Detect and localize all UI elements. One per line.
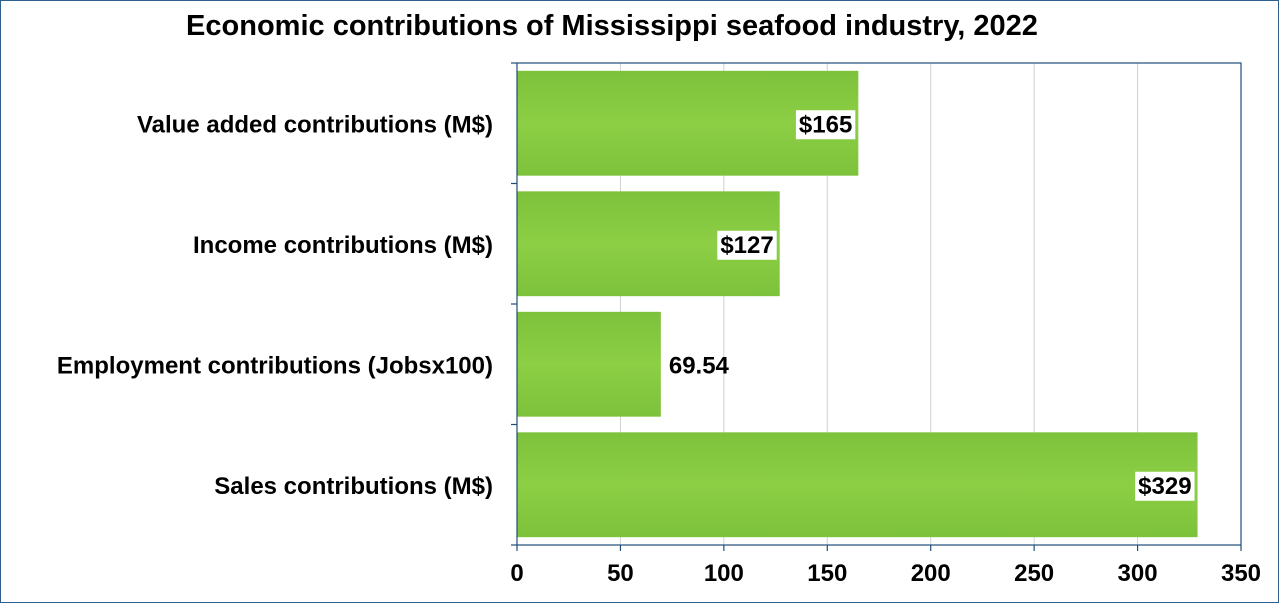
x-tick-label: 300 bbox=[1118, 560, 1158, 587]
x-tick-label: 0 bbox=[510, 560, 523, 587]
data-label-background bbox=[717, 230, 777, 260]
data-label-background bbox=[795, 110, 856, 140]
category-label: Value added contributions (M$) bbox=[137, 111, 493, 138]
bar bbox=[517, 432, 1198, 538]
data-label: $329 bbox=[1138, 473, 1191, 500]
x-tick-label: 50 bbox=[607, 560, 634, 587]
x-tick-label: 150 bbox=[807, 560, 847, 587]
x-tick-label: 250 bbox=[1014, 560, 1054, 587]
chart-title: Economic contributions of Mississippi se… bbox=[186, 10, 1038, 42]
category-label: Income contributions (M$) bbox=[193, 232, 493, 259]
data-label: $165 bbox=[799, 111, 852, 138]
x-tick-label: 350 bbox=[1221, 560, 1261, 587]
labels: 0 50 100 150 200 250 300 350 Value added contrib… bbox=[57, 110, 1261, 587]
axes bbox=[511, 62, 1242, 551]
x-tick-label: 100 bbox=[704, 560, 744, 587]
x-tick-label: 200 bbox=[911, 560, 951, 587]
category-label: Employment contributions (Jobsx100) bbox=[57, 352, 493, 379]
data-label-background bbox=[1135, 471, 1195, 501]
data-label: $127 bbox=[720, 232, 773, 259]
bar bbox=[517, 311, 661, 417]
data-label: 69.54 bbox=[669, 352, 730, 379]
bars bbox=[517, 70, 1198, 538]
category-label: Sales contributions (M$) bbox=[214, 473, 493, 500]
